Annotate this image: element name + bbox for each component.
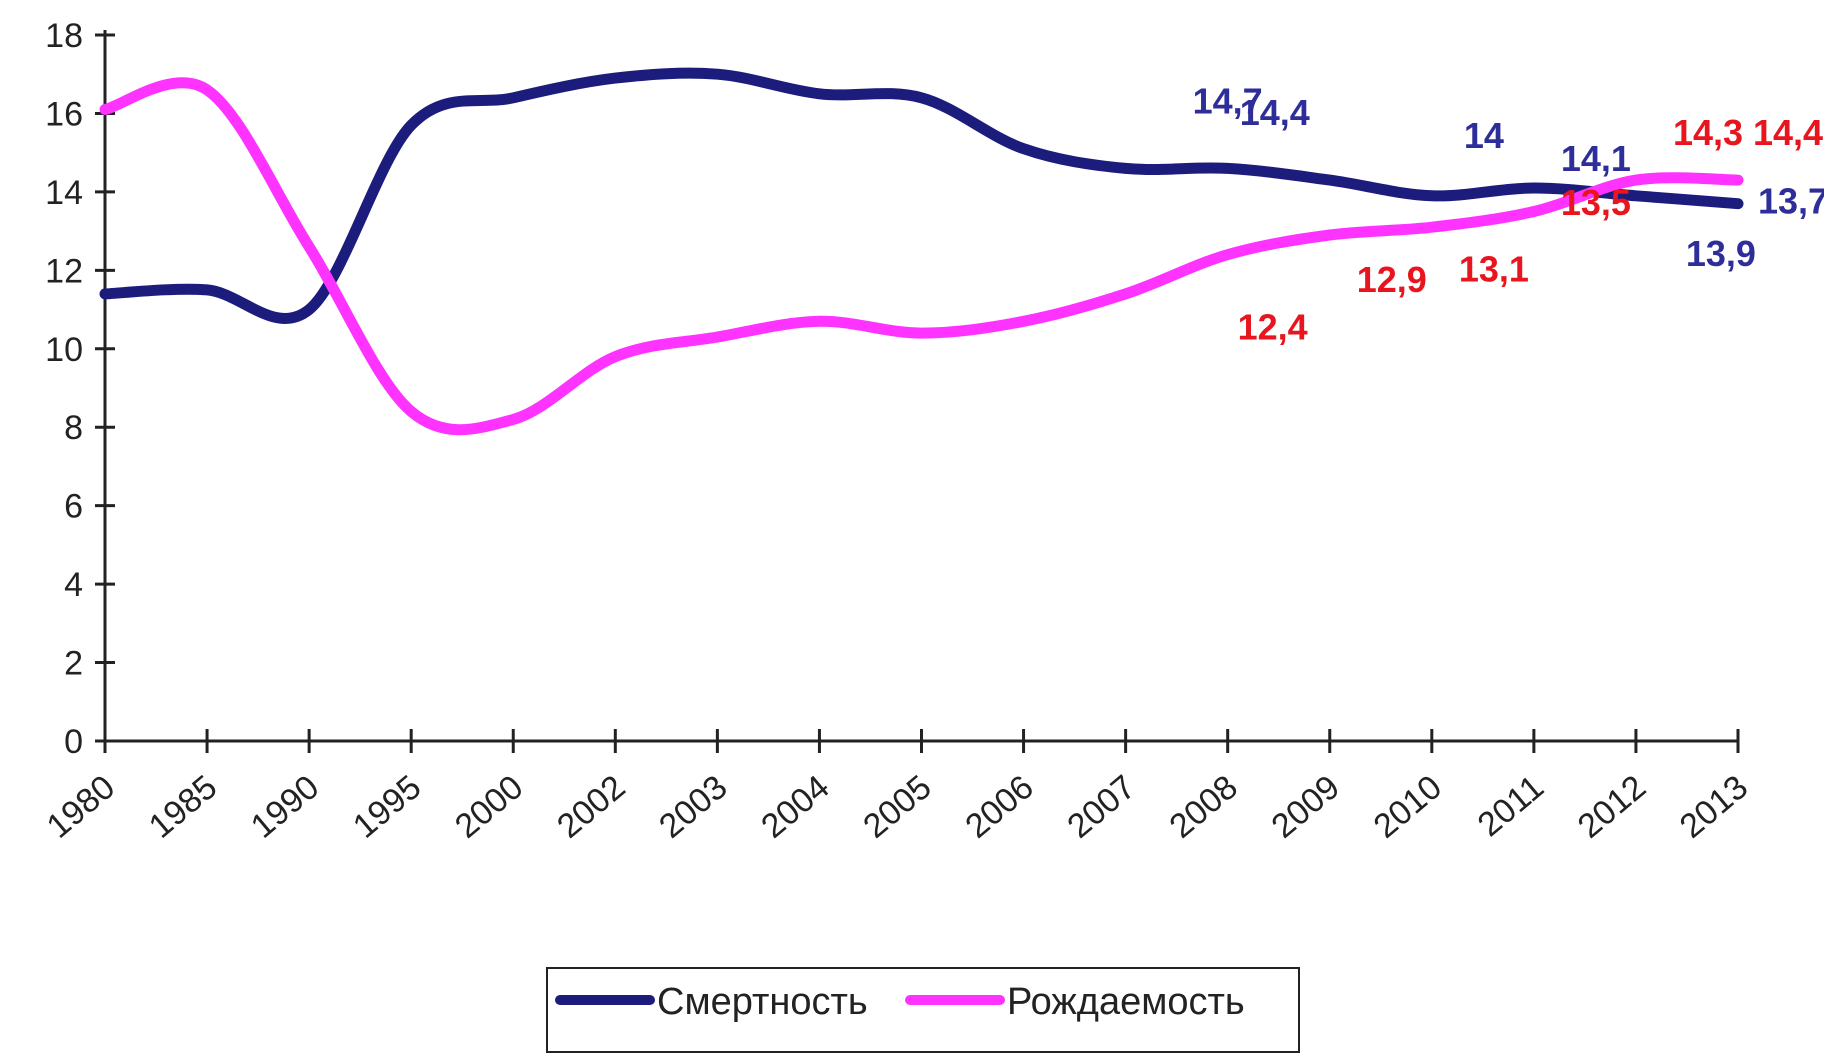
y-tick-label: 4 [64, 566, 83, 604]
series-lines [99, 67, 1744, 436]
x-tick-label: 1985 [142, 768, 224, 846]
legend: Смертность Рождаемость [546, 967, 1300, 1053]
x-tick-label: 2005 [856, 768, 938, 846]
x-tick-label: 2010 [1367, 768, 1449, 846]
data-label-birth: 12,4 [1238, 307, 1308, 348]
x-tick-label: 2007 [1060, 768, 1142, 846]
y-tick-label: 0 [64, 723, 83, 761]
data-label-mortality: 13,7 [1758, 181, 1824, 222]
data-label-mortality: 14 [1464, 115, 1504, 156]
data-label-birth: 13,5 [1561, 182, 1631, 223]
data-label-mortality: 14,1 [1561, 138, 1631, 179]
series-line-birth [99, 77, 1744, 436]
data-label-mortality: 14,4 [1240, 92, 1310, 133]
x-tick-label: 1995 [346, 768, 428, 846]
data-label-birth: 12,9 [1357, 259, 1427, 300]
x-tick-label: 2004 [754, 768, 836, 846]
data-label-mortality: 14,7 [1193, 80, 1263, 121]
y-tick-label: 10 [45, 331, 83, 369]
legend-box [546, 967, 1300, 1053]
x-tick-label: 2009 [1265, 768, 1347, 846]
y-axis-ticks: 0 2 4 6 8 10 12 14 16 18 [45, 17, 115, 761]
legend-label-mortality: Смертность [657, 981, 868, 1023]
x-tick-label: 2002 [550, 768, 632, 846]
x-tick-label: 2011 [1471, 768, 1551, 844]
x-tick-label: 1990 [244, 768, 326, 846]
y-tick-label: 2 [64, 645, 83, 683]
y-tick-label: 12 [45, 252, 83, 290]
x-tick-label: 2006 [958, 768, 1040, 846]
x-tick-label: 2008 [1162, 768, 1244, 846]
data-label-birth: 14,4 [1753, 112, 1823, 153]
data-label-birth: 14,3 [1673, 112, 1743, 153]
data-label-birth: 13,1 [1459, 249, 1529, 290]
y-tick-label: 16 [45, 95, 83, 133]
x-tick-label: 2013 [1673, 768, 1755, 846]
y-tick-label: 6 [64, 488, 83, 526]
x-axis-ticks: 1980 1985 1990 1995 2000 2002 2003 2004 2005 2006… [40, 729, 1755, 846]
x-tick-label: 1980 [40, 768, 122, 846]
x-tick-label: 2012 [1571, 768, 1653, 846]
y-tick-label: 18 [45, 17, 83, 55]
x-tick-label: 2000 [448, 768, 530, 846]
y-tick-label: 14 [45, 174, 83, 212]
legend-label-birth: Рождаемость [1007, 981, 1245, 1023]
x-tick-label: 2003 [652, 768, 734, 846]
y-tick-label: 8 [64, 409, 83, 447]
series-line-mortality [99, 67, 1744, 324]
data-label-mortality: 13,9 [1686, 233, 1756, 274]
